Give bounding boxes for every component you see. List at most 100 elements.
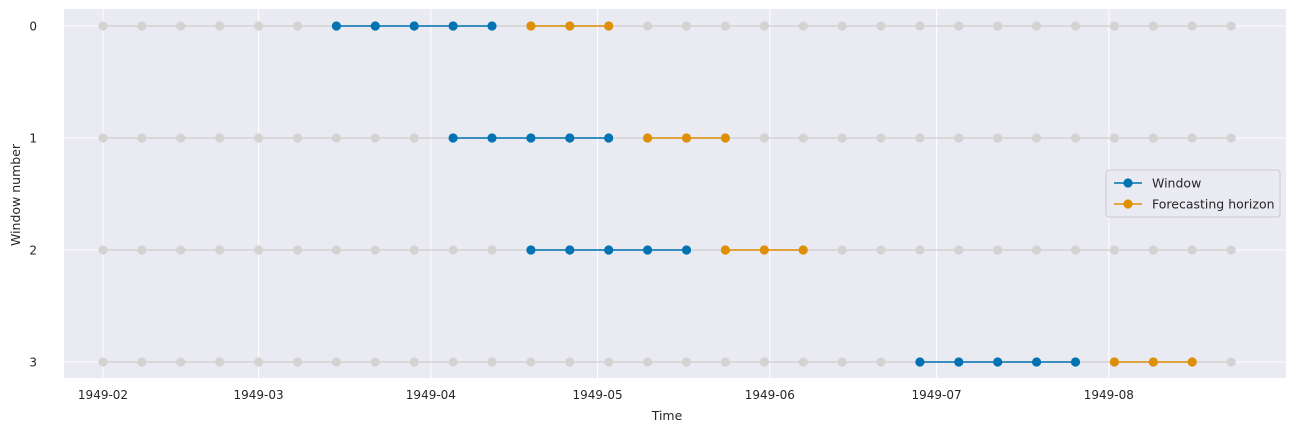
background-point xyxy=(98,133,108,143)
background-point xyxy=(331,133,341,143)
plot-area xyxy=(64,9,1286,378)
background-point xyxy=(643,357,653,367)
background-point xyxy=(448,245,458,255)
background-point xyxy=(720,357,731,367)
x-axis-label: Time xyxy=(651,408,683,423)
x-tick-label: 1949-04 xyxy=(406,388,456,402)
background-point xyxy=(215,21,225,31)
background-point xyxy=(331,357,341,367)
background-point xyxy=(1187,133,1197,143)
background-point xyxy=(1070,21,1081,31)
background-point xyxy=(137,245,147,255)
background-point xyxy=(526,357,536,367)
background-point xyxy=(837,133,847,143)
window-series xyxy=(331,21,1081,367)
background-point xyxy=(292,357,303,367)
background-point xyxy=(254,21,264,31)
background-point xyxy=(1032,245,1042,255)
background-point xyxy=(1032,133,1042,143)
x-tick-label: 1949-03 xyxy=(234,388,284,402)
background-point xyxy=(98,357,108,367)
background-point xyxy=(837,21,847,31)
background-point xyxy=(759,21,769,31)
horizon-point xyxy=(1148,357,1158,367)
background-point xyxy=(1226,133,1236,143)
window-point xyxy=(331,21,341,31)
horizon-point xyxy=(759,245,769,255)
window-point xyxy=(565,133,575,143)
background-point xyxy=(643,21,653,31)
background-point xyxy=(370,133,380,143)
background-point xyxy=(487,245,497,255)
background-point xyxy=(915,133,925,143)
window-point xyxy=(526,245,536,255)
background-point xyxy=(720,21,731,31)
x-tick-labels: 1949-02 1949-03 1949-04 1949-05 1949-06 1949-… xyxy=(78,388,1134,402)
window-point xyxy=(448,133,458,143)
x-tick-label: 1949-06 xyxy=(745,388,795,402)
y-tick-label: 1 xyxy=(29,132,37,146)
horizon-point xyxy=(720,133,731,143)
y-tick-label: 0 xyxy=(29,20,37,34)
x-tick-label: 1949-08 xyxy=(1084,388,1134,402)
horizon-point xyxy=(604,21,614,31)
legend-window-label: Window xyxy=(1152,176,1201,191)
horizon-point xyxy=(1187,357,1197,367)
window-point xyxy=(448,21,458,31)
background-point xyxy=(292,245,303,255)
window-point xyxy=(409,21,419,31)
background-point xyxy=(176,21,186,31)
background-point xyxy=(993,245,1003,255)
y-tick-label: 3 xyxy=(29,356,37,370)
background-point xyxy=(1032,21,1042,31)
legend-horizon-label: Forecasting horizon xyxy=(1152,197,1275,212)
horizon-series xyxy=(526,21,1197,367)
background-point xyxy=(98,21,108,31)
x-tick-label: 1949-07 xyxy=(912,388,962,402)
background-point xyxy=(759,133,769,143)
background-point xyxy=(448,357,458,367)
background-point xyxy=(1226,21,1236,31)
background-point xyxy=(604,357,614,367)
background-point xyxy=(254,245,264,255)
window-point xyxy=(643,245,653,255)
background-point xyxy=(215,133,225,143)
background-point xyxy=(370,357,380,367)
background-point xyxy=(1226,357,1236,367)
window-point xyxy=(604,245,614,255)
window-point xyxy=(954,357,964,367)
background-point xyxy=(409,357,419,367)
window-point xyxy=(1070,357,1081,367)
background-point xyxy=(487,357,497,367)
background-point xyxy=(876,21,886,31)
legend-window-marker xyxy=(1123,178,1133,188)
window-point xyxy=(681,245,692,255)
background-point xyxy=(176,357,186,367)
background-point xyxy=(798,21,808,31)
background-point xyxy=(292,21,303,31)
background-point xyxy=(215,357,225,367)
window-point xyxy=(487,133,497,143)
y-tick-labels: 0 1 2 3 xyxy=(29,20,37,370)
horizon-point xyxy=(643,133,653,143)
background-point xyxy=(681,21,692,31)
background-point xyxy=(1187,21,1197,31)
background-point xyxy=(1109,245,1119,255)
background-point xyxy=(915,21,925,31)
background-point xyxy=(681,357,692,367)
window-point xyxy=(370,21,380,31)
background-point xyxy=(409,133,419,143)
background-point xyxy=(409,245,419,255)
background-point xyxy=(993,21,1003,31)
background-point xyxy=(137,21,147,31)
background-point xyxy=(331,245,341,255)
background-point xyxy=(254,133,264,143)
background-point xyxy=(1148,21,1158,31)
background-point xyxy=(876,245,886,255)
horizon-point xyxy=(681,133,692,143)
background-point xyxy=(759,357,769,367)
horizon-point xyxy=(526,21,536,31)
x-gridlines xyxy=(102,9,1110,378)
background-point xyxy=(837,245,847,255)
